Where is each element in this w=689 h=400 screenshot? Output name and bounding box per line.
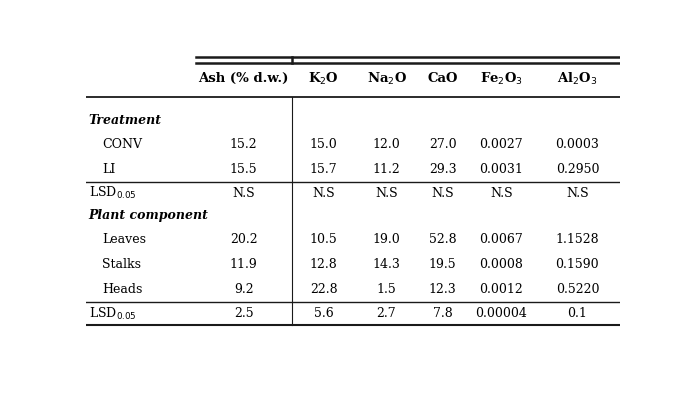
Text: 10.5: 10.5: [310, 233, 338, 246]
Text: 22.8: 22.8: [310, 283, 338, 296]
Text: 12.3: 12.3: [429, 283, 456, 296]
Text: Al$_2$O$_3$: Al$_2$O$_3$: [557, 71, 597, 87]
Text: 0.00004: 0.00004: [475, 307, 527, 320]
Text: Na$_2$O: Na$_2$O: [367, 71, 407, 87]
Text: 0.0012: 0.0012: [480, 283, 523, 296]
Text: 29.3: 29.3: [429, 163, 456, 176]
Text: 2.7: 2.7: [377, 307, 396, 320]
Text: 0.5220: 0.5220: [555, 283, 599, 296]
Text: 0.0008: 0.0008: [480, 258, 523, 271]
Text: 11.2: 11.2: [373, 163, 400, 176]
Text: 15.0: 15.0: [310, 138, 338, 151]
Text: Plant component: Plant component: [89, 209, 209, 222]
Text: 0.0027: 0.0027: [480, 138, 523, 151]
Text: Heads: Heads: [102, 283, 143, 296]
Text: LSD$_{0.05}$: LSD$_{0.05}$: [89, 185, 136, 202]
Text: CaO: CaO: [427, 72, 457, 85]
Text: Treatment: Treatment: [89, 114, 162, 127]
Text: 0.1: 0.1: [568, 307, 587, 320]
Text: 15.7: 15.7: [310, 163, 338, 176]
Text: 0.0003: 0.0003: [555, 138, 599, 151]
Text: N.S: N.S: [490, 187, 513, 200]
Text: 52.8: 52.8: [429, 233, 456, 246]
Text: Leaves: Leaves: [102, 233, 146, 246]
Text: 0.1590: 0.1590: [555, 258, 599, 271]
Text: LI: LI: [102, 163, 115, 176]
Text: 12.0: 12.0: [373, 138, 400, 151]
Text: 27.0: 27.0: [429, 138, 456, 151]
Text: 15.2: 15.2: [230, 138, 258, 151]
Text: 0.0067: 0.0067: [480, 233, 523, 246]
Text: 0.2950: 0.2950: [555, 163, 599, 176]
Text: 20.2: 20.2: [230, 233, 258, 246]
Text: 9.2: 9.2: [234, 283, 254, 296]
Text: N.S: N.S: [566, 187, 588, 200]
Text: 7.8: 7.8: [433, 307, 453, 320]
Text: Fe$_2$O$_3$: Fe$_2$O$_3$: [480, 71, 523, 87]
Text: N.S: N.S: [232, 187, 255, 200]
Text: Ash (% d.w.): Ash (% d.w.): [198, 72, 289, 85]
Text: LSD$_{0.05}$: LSD$_{0.05}$: [89, 306, 136, 322]
Text: CONV: CONV: [102, 138, 142, 151]
Text: 14.3: 14.3: [373, 258, 400, 271]
Text: Stalks: Stalks: [102, 258, 141, 271]
Text: 5.6: 5.6: [314, 307, 333, 320]
Text: 2.5: 2.5: [234, 307, 254, 320]
Text: 0.0031: 0.0031: [480, 163, 523, 176]
Text: 11.9: 11.9: [229, 258, 258, 271]
Text: 19.5: 19.5: [429, 258, 456, 271]
Text: 12.8: 12.8: [310, 258, 338, 271]
Text: N.S: N.S: [376, 187, 398, 200]
Text: 1.5: 1.5: [377, 283, 396, 296]
Text: N.S: N.S: [312, 187, 335, 200]
Text: K$_2$O: K$_2$O: [309, 71, 339, 87]
Text: 1.1528: 1.1528: [555, 233, 599, 246]
Text: N.S: N.S: [431, 187, 454, 200]
Text: 19.0: 19.0: [373, 233, 400, 246]
Text: 15.5: 15.5: [230, 163, 258, 176]
